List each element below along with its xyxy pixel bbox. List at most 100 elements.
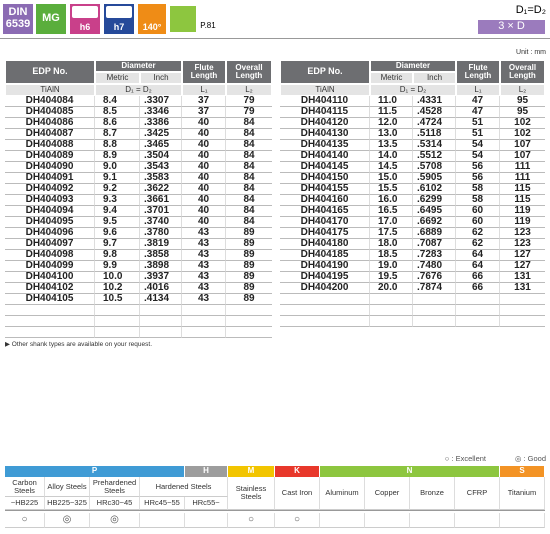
table-cell: 102 [500,117,545,129]
hardness: HRc30~45 [90,497,140,510]
rating: ○ [5,513,45,528]
table-cell: 9.5 [95,216,140,228]
material-group: P [5,466,185,477]
table-cell: 89 [226,271,272,283]
table-cell: 119 [500,216,545,228]
empty-cell [500,294,545,305]
sub-header: L₁ [456,84,500,96]
empty-cell [226,305,272,316]
column-header: Metric [95,72,140,84]
table-cell: 119 [500,205,545,217]
table-cell: .3780 [140,227,182,239]
table-cell: 9.4 [95,205,140,217]
table-cell: DH404105 [5,293,95,305]
column-header: Overall Length [500,60,545,84]
empty-cell [5,305,95,316]
table-cell: 84 [226,216,272,228]
empty-cell [413,316,456,327]
table-cell: DH404090 [5,161,95,173]
empty-cell [500,316,545,327]
table-cell: .5118 [413,128,456,140]
table-cell: 84 [226,205,272,217]
table-cell: 18.5 [370,249,413,261]
sub-header: TiAlN [5,84,95,96]
table-cell: DH404100 [5,271,95,283]
table-cell: 47 [456,106,500,118]
table-cell: .6299 [413,194,456,206]
table-cell: 43 [182,282,226,294]
badge: DIN 6539 [3,4,33,34]
table-cell: 16.5 [370,205,413,217]
sub-header: D₁ = D₂ [95,84,182,96]
table-cell: .3937 [140,271,182,283]
table-cell: 56 [456,172,500,184]
column-header: Inch [413,72,456,84]
table-cell: 43 [182,271,226,283]
table-cell: 107 [500,150,545,162]
material-name: Prehardened Steels [90,477,140,497]
badge: MG [36,4,66,34]
table-cell: 15.5 [370,183,413,195]
empty-cell [456,294,500,305]
table-cell: 89 [226,282,272,294]
empty-cell [370,316,413,327]
table-cell: 89 [226,293,272,305]
material-group: S [500,466,545,477]
table-cell: DH404135 [280,139,370,151]
table-cell: DH404088 [5,139,95,151]
column-header: EDP No. [5,60,95,84]
table-cell: .3543 [140,161,182,173]
table-cell: 17.5 [370,227,413,239]
unit: Unit : mm [516,48,546,56]
table-cell: 58 [456,194,500,206]
table-cell: 95 [500,95,545,107]
table-cell: 9.2 [95,183,140,195]
rating [185,513,228,528]
material-name: Titanium [500,477,545,510]
legend-item: ◎ : Good [514,454,546,464]
table-cell: DH404150 [280,172,370,184]
table-cell: DH404185 [280,249,370,261]
empty-cell [182,316,226,327]
table-cell: 84 [226,161,272,173]
empty-cell [95,305,140,316]
table-cell: .4331 [413,95,456,107]
table-cell: 40 [182,205,226,217]
table-cell: 9.0 [95,161,140,173]
material-name: Copper [365,477,410,510]
table-cell: DH404145 [280,161,370,173]
table-cell: 40 [182,216,226,228]
empty-cell [456,305,500,316]
material-group: H [185,466,228,477]
table-cell: DH404086 [5,117,95,129]
empty-cell [370,294,413,305]
empty-cell [140,316,182,327]
hardness: HRc45~55 [140,497,185,510]
empty-cell [280,316,370,327]
table-cell: 8.9 [95,150,140,162]
empty-cell [413,294,456,305]
empty-cell [500,305,545,316]
material-name: Stainless Steels [228,477,275,510]
table-cell: 66 [456,282,500,294]
table-cell: 19.5 [370,271,413,283]
table-cell: 8.5 [95,106,140,118]
table-cell: 111 [500,161,545,173]
table-cell: DH404165 [280,205,370,217]
material-name: CFRP [455,477,500,510]
table-cell: 37 [182,106,226,118]
table-cell: .3504 [140,150,182,162]
empty-cell [5,316,95,327]
column-header: Overall Length [226,60,272,84]
table-cell: .5708 [413,161,456,173]
table-cell: 60 [456,216,500,228]
table-cell: 107 [500,139,545,151]
column-header: Inch [140,72,182,84]
table-cell: .4016 [140,282,182,294]
table-cell: 58 [456,183,500,195]
table-cell: 111 [500,172,545,184]
table-cell: DH404170 [280,216,370,228]
table-cell: DH404200 [280,282,370,294]
sub-header: L₂ [500,84,545,96]
rating [365,513,410,528]
